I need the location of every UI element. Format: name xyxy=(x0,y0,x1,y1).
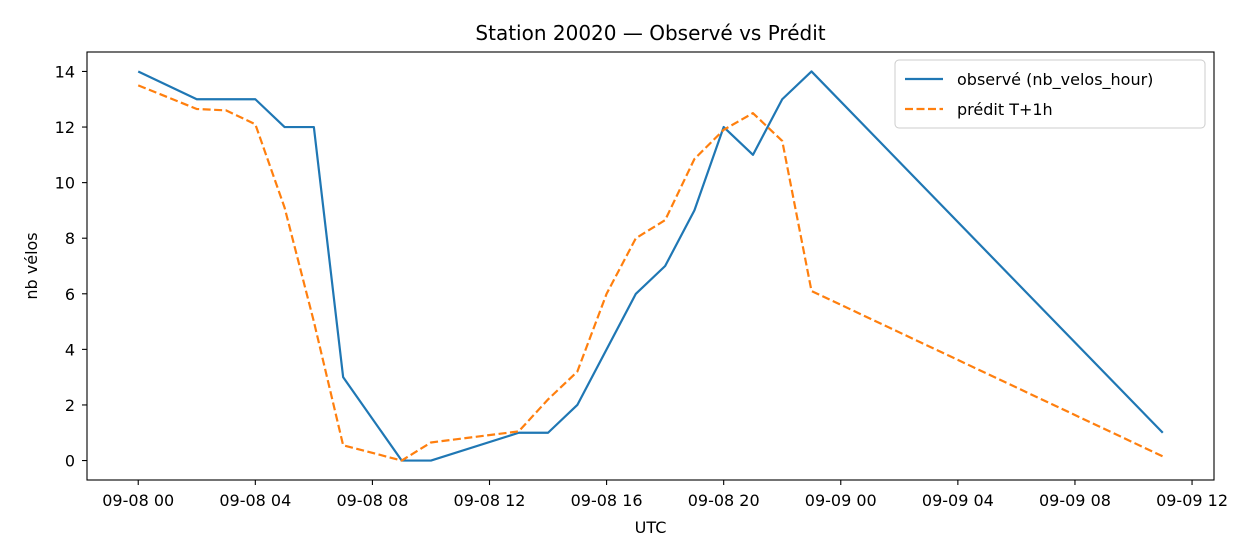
x-tick-label: 09-09 12 xyxy=(1156,491,1228,510)
legend-label: prédit T+1h xyxy=(957,100,1053,119)
x-tick-label: 09-08 08 xyxy=(336,491,408,510)
series-line-predicted xyxy=(137,84,1164,462)
legend-label: observé (nb_velos_hour) xyxy=(957,70,1153,90)
chart-title: Station 20020 — Observé vs Prédit xyxy=(475,21,825,45)
y-tick-label: 2 xyxy=(65,396,75,415)
series-line-observed xyxy=(137,70,1164,462)
x-tick-label: 09-09 04 xyxy=(922,491,994,510)
y-axis: 0 2 4 6 8 10 12 14 xyxy=(55,62,87,471)
legend-box xyxy=(894,59,1206,129)
y-tick-label: 14 xyxy=(55,62,75,81)
y-tick-label: 10 xyxy=(55,174,75,193)
x-tick-label: 09-08 12 xyxy=(454,491,526,510)
x-tick-label: 09-08 16 xyxy=(571,491,643,510)
y-tick-label: 4 xyxy=(65,340,75,359)
series-layer xyxy=(137,70,1164,462)
x-tick-label: 09-08 00 xyxy=(102,491,174,510)
x-tick-label: 09-09 00 xyxy=(805,491,877,510)
x-tick-label: 09-08 20 xyxy=(688,491,760,510)
y-tick-label: 0 xyxy=(65,452,75,471)
x-tick-label: 09-08 04 xyxy=(219,491,291,510)
plot-area xyxy=(86,51,1215,481)
x-axis-title: UTC xyxy=(635,518,667,537)
y-tick-label: 12 xyxy=(55,118,75,137)
x-tick-label: 09-09 08 xyxy=(1039,491,1111,510)
legend: observé (nb_velos_hour) prédit T+1h xyxy=(894,59,1206,129)
y-tick-label: 6 xyxy=(65,285,75,304)
x-axis: 09-08 00 09-08 04 09-08 08 09-08 12 09-08 16… xyxy=(102,480,1228,510)
y-axis-title: nb vélos xyxy=(22,232,41,299)
y-tick-label: 8 xyxy=(65,229,75,248)
